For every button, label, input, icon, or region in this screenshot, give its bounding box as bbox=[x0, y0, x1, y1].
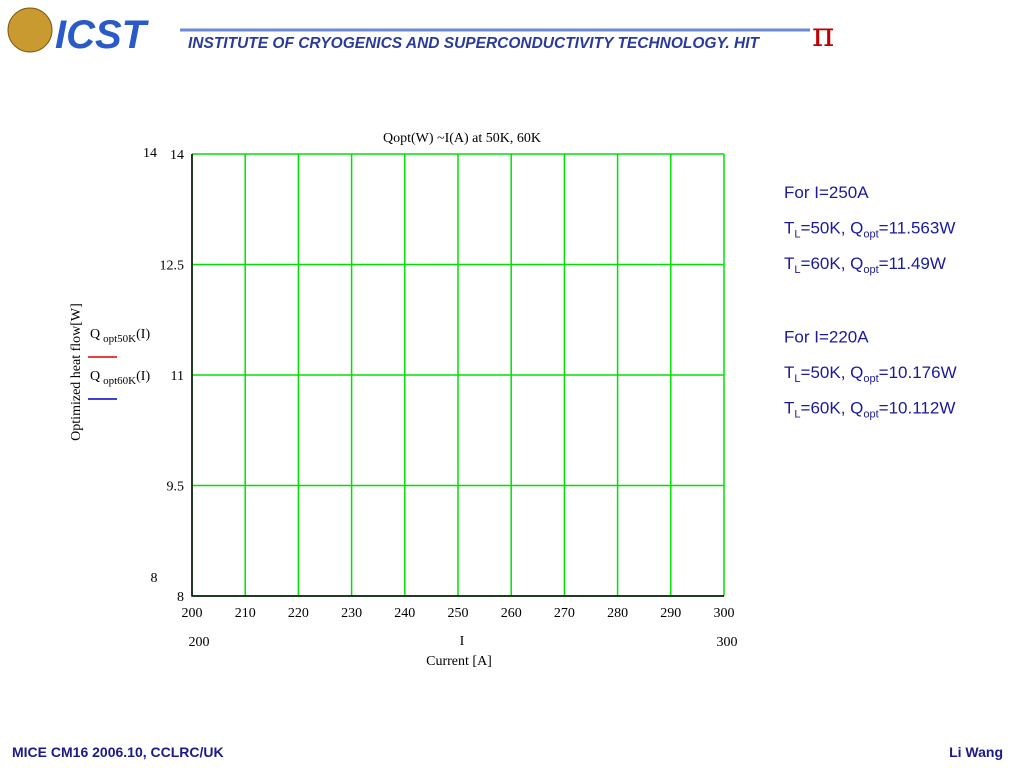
note-text: =11.563W bbox=[879, 219, 956, 238]
note-text: =50K, Q bbox=[801, 363, 864, 382]
y-tick-label: 8 bbox=[177, 590, 184, 605]
x-limit-right: 300 bbox=[717, 635, 738, 650]
note-text: =50K, Q bbox=[801, 219, 864, 238]
footer-left: MICE CM16 2006.10, CCLRC/UK bbox=[12, 744, 224, 760]
note-text: =60K, Q bbox=[801, 254, 864, 273]
note-text: T bbox=[784, 363, 794, 382]
note-line: For I=250A bbox=[784, 183, 869, 202]
legend-subscript: opt50K bbox=[103, 333, 136, 345]
y-tick-label: 12.5 bbox=[160, 259, 185, 274]
y-tick-label: 9.5 bbox=[167, 480, 185, 495]
note-subscript: opt bbox=[863, 409, 878, 421]
pi-logo: π bbox=[812, 15, 834, 55]
x-tick-label: 270 bbox=[554, 606, 575, 621]
note-text: =10.176W bbox=[879, 363, 957, 382]
note-text: T bbox=[784, 254, 794, 273]
legend-name: Q bbox=[90, 369, 100, 384]
logo-emblem bbox=[7, 7, 53, 53]
note-line: TL=60K, Qopt=10.112W bbox=[784, 399, 955, 421]
note-subscript: L bbox=[794, 264, 800, 276]
footer-right: Li Wang bbox=[949, 744, 1003, 760]
y-tick-label: 11 bbox=[171, 369, 184, 384]
institute: INSTITUTE OF CRYOGENICS AND SUPERCONDUCT… bbox=[188, 35, 760, 52]
note-subscript: L bbox=[794, 373, 800, 385]
legend-suffix: (I) bbox=[136, 327, 150, 342]
x-tick-label: 300 bbox=[714, 606, 735, 621]
x-tick-label: 230 bbox=[341, 606, 362, 621]
x-tick-label: 260 bbox=[501, 606, 522, 621]
note-subscript: L bbox=[794, 229, 800, 241]
y-axis-label: Optimized heat flow[W] bbox=[69, 303, 84, 441]
logo: ICST bbox=[55, 13, 150, 57]
note-line: TL=60K, Qopt=11.49W bbox=[784, 254, 946, 276]
note-text: T bbox=[784, 399, 794, 418]
chart-title: Qopt(W) ~I(A) at 50K, 60K bbox=[383, 131, 541, 146]
x-tick-label: 290 bbox=[660, 606, 681, 621]
x-tick-label: 210 bbox=[235, 606, 256, 621]
y-tick-label: 14 bbox=[170, 148, 184, 163]
note-line: For I=220A bbox=[784, 328, 869, 347]
x-tick-label: 280 bbox=[607, 606, 628, 621]
x-axis-label: Current [A] bbox=[426, 654, 492, 669]
x-variable: I bbox=[460, 634, 465, 649]
note-subscript: opt bbox=[863, 229, 878, 241]
note-subscript: L bbox=[794, 409, 800, 421]
x-tick-label: 200 bbox=[182, 606, 203, 621]
legend-suffix: (I) bbox=[136, 369, 150, 384]
note-line: TL=50K, Qopt=10.176W bbox=[784, 363, 957, 385]
note-text: =11.49W bbox=[879, 254, 946, 273]
note-subscript: opt bbox=[863, 373, 878, 385]
note-subscript: opt bbox=[863, 264, 878, 276]
y-limit-bottom: 8 bbox=[151, 571, 158, 586]
legend-name: Q bbox=[90, 327, 100, 342]
note-text: =60K, Q bbox=[801, 399, 864, 418]
x-tick-label: 250 bbox=[448, 606, 469, 621]
x-limit-left: 200 bbox=[189, 635, 210, 650]
note-line: TL=50K, Qopt=11.563W bbox=[784, 219, 955, 241]
note-text: For I=220A bbox=[784, 328, 869, 347]
x-tick-label: 240 bbox=[394, 606, 415, 621]
axis-frame bbox=[191, 154, 724, 597]
y-limit-top: 14 bbox=[143, 146, 157, 161]
x-tick-label: 220 bbox=[288, 606, 309, 621]
note-text: =10.112W bbox=[879, 399, 956, 418]
note-text: For I=250A bbox=[784, 183, 869, 202]
note-text: T bbox=[784, 219, 794, 238]
legend-subscript: opt60K bbox=[103, 375, 136, 387]
